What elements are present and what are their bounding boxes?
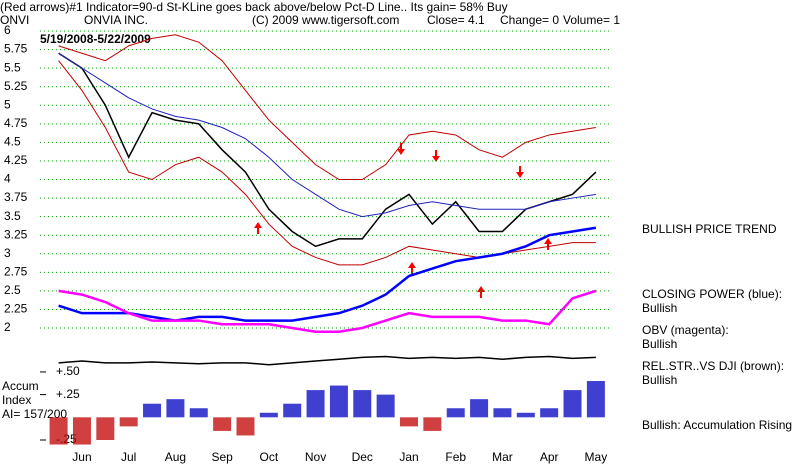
y-tick-label: 3.75 bbox=[4, 190, 28, 204]
y-tick-label: 5 bbox=[4, 97, 11, 111]
accum-bar bbox=[189, 408, 208, 418]
x-tick-label: Dec bbox=[352, 450, 373, 464]
x-tick-label: Feb bbox=[445, 450, 466, 464]
x-tick-label: Jun bbox=[72, 450, 91, 464]
accum-bar bbox=[166, 399, 185, 418]
accum-bar bbox=[516, 412, 535, 418]
side-label: Bullish bbox=[642, 301, 677, 315]
x-tick-label: Oct bbox=[260, 450, 279, 464]
y-tick-label: 5.75 bbox=[4, 42, 28, 56]
y-tick-label: 4 bbox=[4, 172, 11, 186]
series-line bbox=[58, 34, 596, 180]
side-label: Bullish bbox=[642, 373, 677, 387]
up-arrow bbox=[254, 222, 262, 234]
accum-bar bbox=[329, 385, 348, 418]
accum-bar bbox=[493, 408, 512, 418]
accum-bar bbox=[470, 399, 489, 418]
series-line bbox=[58, 226, 597, 322]
indicator: (Red arrows)#1 Indicator=90-d St-KLine g… bbox=[0, 0, 508, 14]
side-label: Bullish: Accumulation Rising bbox=[642, 418, 792, 432]
accum-bar bbox=[353, 390, 372, 418]
accum-bar bbox=[236, 417, 255, 436]
accum-bar bbox=[72, 417, 91, 445]
x-tick-label: Mar bbox=[492, 450, 513, 464]
up-arrow bbox=[544, 238, 552, 250]
series-line bbox=[58, 289, 597, 333]
accum-bar bbox=[213, 417, 232, 431]
side-label: REL.STR..VS DJI (brown): bbox=[642, 359, 784, 373]
down-arrow bbox=[397, 143, 405, 155]
side-label: OBV (magenta): bbox=[642, 323, 729, 337]
y-tick-label: 5.25 bbox=[4, 79, 28, 93]
x-tick-label: Nov bbox=[305, 450, 326, 464]
up-arrow bbox=[477, 286, 485, 298]
y-tick-label: 4.75 bbox=[4, 116, 28, 130]
company: ONVIA INC. bbox=[84, 13, 148, 27]
signal-arrows bbox=[254, 143, 552, 298]
y-tick-label: 4.25 bbox=[4, 153, 28, 167]
y-tick-label: 3.5 bbox=[4, 209, 21, 223]
accum-bar bbox=[283, 403, 302, 418]
x-tick-label: May bbox=[585, 450, 608, 464]
series-line bbox=[58, 60, 596, 266]
series-line bbox=[58, 52, 597, 248]
accum-bar bbox=[306, 390, 325, 418]
accum-label: Accum bbox=[2, 379, 39, 393]
y-tick-label: 2.75 bbox=[4, 264, 28, 278]
y-tick-label: 2 bbox=[4, 320, 11, 334]
accum-bar bbox=[96, 417, 115, 440]
y-tick-label: +.50 bbox=[56, 364, 80, 378]
accum-bar bbox=[400, 417, 418, 427]
down-arrow bbox=[432, 150, 440, 162]
accum-bar bbox=[540, 408, 559, 418]
ticker: ONVI bbox=[0, 13, 29, 27]
accum-bar bbox=[143, 403, 162, 418]
accum-bar bbox=[563, 390, 582, 418]
x-tick-label: Apr bbox=[540, 450, 559, 464]
accum-bar bbox=[119, 417, 138, 427]
y-tick-label: 3.25 bbox=[4, 227, 28, 241]
accum-bar bbox=[586, 381, 605, 418]
y-tick-label: 5.5 bbox=[4, 60, 21, 74]
volume: Volume= 1 bbox=[563, 13, 620, 27]
copyright: (C) 2009 www.tigersoft.com bbox=[252, 13, 399, 27]
date-range: 5/19/2008-5/22/2009 bbox=[40, 32, 151, 46]
y-tick-label: 4.5 bbox=[4, 135, 21, 149]
close: Close= 4.1 bbox=[427, 13, 485, 27]
accum-label: Index bbox=[2, 393, 31, 407]
y-tick-label: 2.25 bbox=[4, 302, 28, 316]
x-tick-label: Jul bbox=[121, 450, 136, 464]
y-tick-label: 6 bbox=[4, 23, 11, 37]
accum-bar bbox=[446, 408, 465, 418]
x-tick-label: Jan bbox=[399, 450, 418, 464]
series-line bbox=[58, 52, 596, 218]
x-tick-label: Sep bbox=[211, 450, 233, 464]
accum-bar bbox=[49, 417, 68, 445]
y-tick-label: 3 bbox=[4, 246, 11, 260]
series-line bbox=[58, 355, 596, 366]
accum-bar bbox=[376, 394, 395, 418]
side-label: BULLISH PRICE TREND bbox=[642, 222, 777, 236]
x-tick-label: Aug bbox=[165, 450, 186, 464]
side-label: Bullish bbox=[642, 337, 677, 351]
change: Change= 0 bbox=[500, 13, 559, 27]
accum-bar bbox=[423, 417, 442, 431]
y-tick-label: +.25 bbox=[56, 387, 80, 401]
up-arrow bbox=[408, 262, 416, 274]
down-arrow bbox=[516, 166, 524, 178]
side-label: CLOSING POWER (blue): bbox=[642, 287, 782, 301]
accum-bar bbox=[259, 412, 278, 418]
y-tick-label: 2.5 bbox=[4, 283, 21, 297]
